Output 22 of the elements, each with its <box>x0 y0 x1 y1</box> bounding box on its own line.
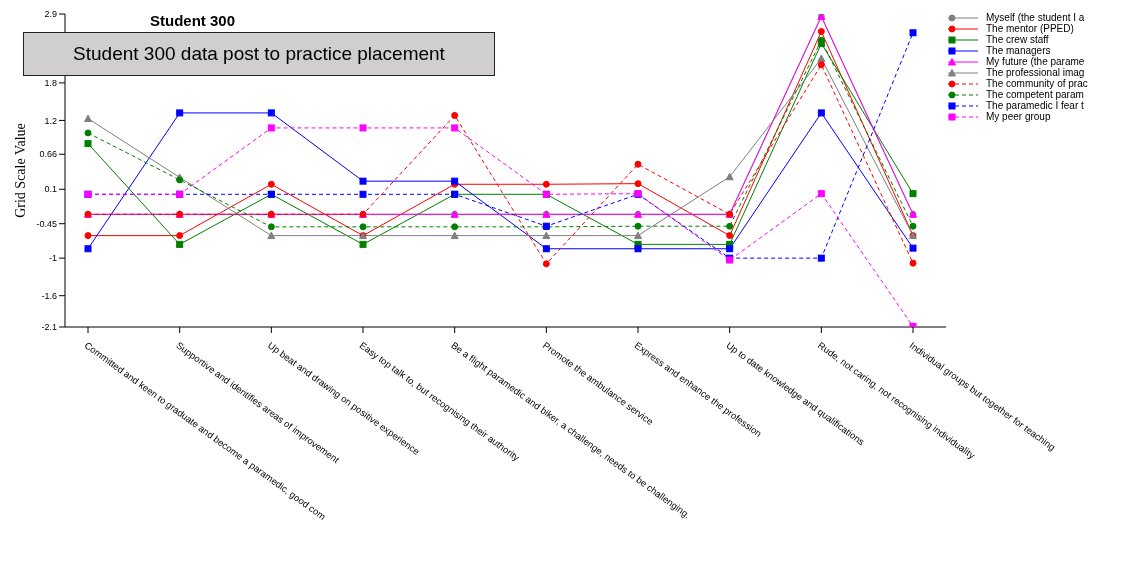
legend-label: My peer group <box>986 111 1051 122</box>
legend-label: The mentor (PPED) <box>986 23 1074 34</box>
title-box: Student 300 data post to practice placement <box>23 32 495 76</box>
y-tick-label: -1.6 <box>41 290 57 301</box>
legend-label: The crew staff <box>986 34 1049 45</box>
y-tick-label: 1.2 <box>44 115 57 126</box>
legend-label: The paramedic I fear t <box>986 100 1084 111</box>
legend-label: My future (the parame <box>986 56 1085 67</box>
y-tick-label: 2.9 <box>44 9 57 20</box>
legend-label: The competent param <box>986 89 1084 100</box>
y-tick-label: -0.45 <box>36 218 57 229</box>
y-axis-title: Grid Scale Value <box>12 123 28 218</box>
legend-label: The professional imag <box>986 67 1085 78</box>
chart-subtitle: Student 300 <box>150 12 236 29</box>
y-tick-label: 1.8 <box>44 78 57 89</box>
y-tick-label: 0.1 <box>44 184 57 195</box>
legend-label: The community of prac <box>986 78 1088 89</box>
y-tick-label: -1 <box>48 253 57 264</box>
y-tick-label: 0.66 <box>39 149 57 160</box>
legend-label: The managers <box>986 45 1051 56</box>
legend-label: Myself (the student I a <box>986 12 1085 23</box>
y-tick-label: -2.1 <box>41 322 57 333</box>
